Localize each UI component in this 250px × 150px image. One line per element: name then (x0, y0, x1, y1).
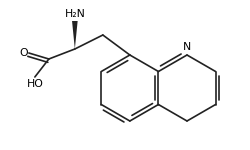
Text: N: N (182, 42, 190, 52)
Text: HO: HO (26, 79, 43, 89)
Text: H₂N: H₂N (64, 9, 85, 19)
Polygon shape (72, 21, 77, 49)
Text: O: O (19, 48, 28, 58)
